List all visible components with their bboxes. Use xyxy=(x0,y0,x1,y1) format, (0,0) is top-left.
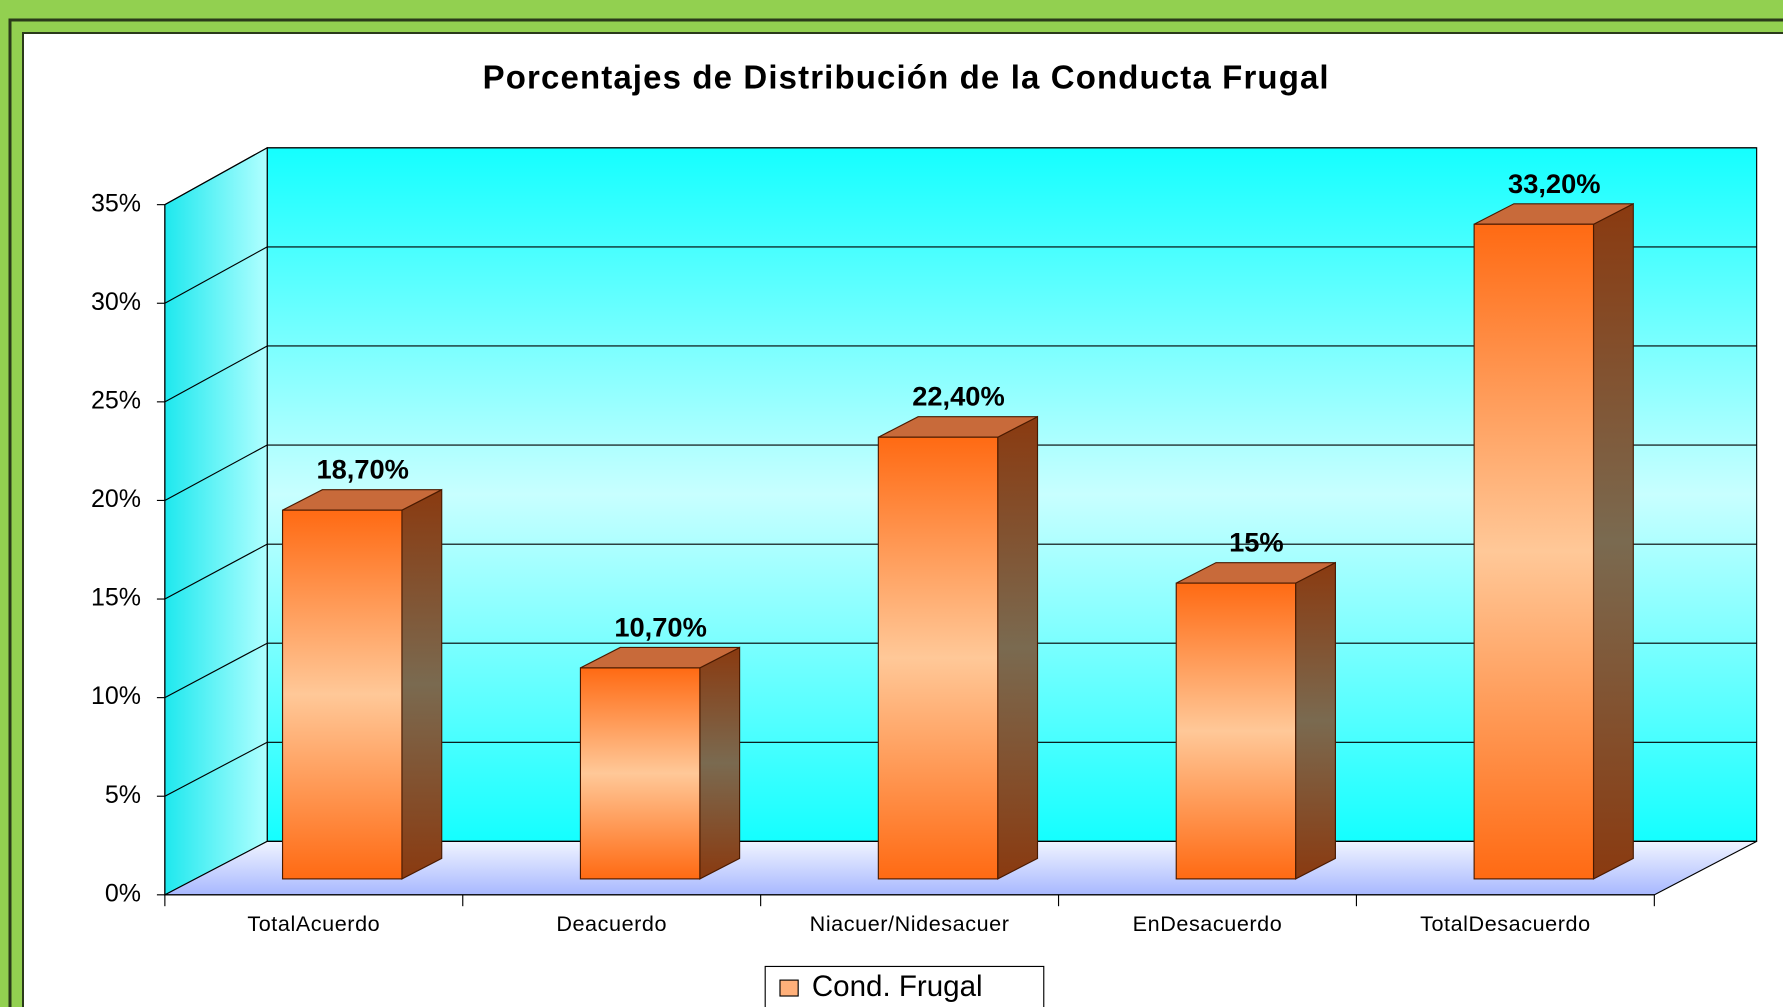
y-tick-label: 5% xyxy=(105,781,141,809)
value-label: 15% xyxy=(1229,527,1284,558)
y-tick-label: 15% xyxy=(91,584,141,612)
grid-line xyxy=(164,543,268,600)
grid-line xyxy=(164,246,268,304)
x-tick-label: TotalAcuerdo xyxy=(247,911,380,936)
plot: Porcentajes de Distribución de la Conduc… xyxy=(91,58,1758,1007)
y-tick-label: 10% xyxy=(91,682,141,710)
value-label: 18,70% xyxy=(316,454,408,485)
frame xyxy=(8,18,1783,1007)
value-label: 10,70% xyxy=(614,611,706,642)
y-tick-label: 0% xyxy=(105,879,141,907)
x-tick-label: TotalDesacuerdo xyxy=(1420,911,1591,936)
legend-label: Cond. Frugal xyxy=(812,970,983,1003)
bar xyxy=(1473,223,1595,880)
x-tick-label: EnDesacuerdo xyxy=(1133,911,1283,936)
x-tick-label: Niacuer/Nidesacuer xyxy=(810,911,1010,936)
grid-line xyxy=(164,345,268,403)
bar-side xyxy=(401,488,443,880)
bar xyxy=(579,667,701,880)
x-tick-label: Deacuerdo xyxy=(556,911,667,936)
grid-line xyxy=(164,444,268,501)
legend-swatch xyxy=(779,979,799,997)
bar xyxy=(877,436,999,880)
value-label: 33,20% xyxy=(1508,168,1600,199)
y-tick-label: 20% xyxy=(91,485,141,513)
grid-line xyxy=(164,741,268,797)
grid-line xyxy=(164,147,268,206)
bar-side xyxy=(1592,202,1634,880)
bar-side xyxy=(997,415,1039,880)
bar xyxy=(1175,582,1297,880)
side-wall xyxy=(164,146,268,896)
legend-box xyxy=(764,965,1045,1007)
y-tick-label: 35% xyxy=(91,189,141,217)
grid-line xyxy=(164,642,268,699)
bar xyxy=(281,509,403,880)
y-tick-label: 30% xyxy=(91,288,141,316)
y-tick-label: 25% xyxy=(91,386,141,414)
bar-side xyxy=(699,646,741,880)
chart-title: Porcentajes de Distribución de la Conduc… xyxy=(483,58,1330,95)
bar-side xyxy=(1295,561,1336,880)
value-label: 22,40% xyxy=(912,381,1004,412)
